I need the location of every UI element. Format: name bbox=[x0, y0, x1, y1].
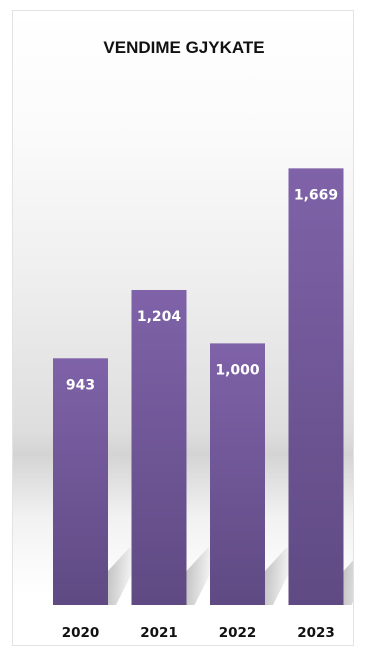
data-label-2023: 1,669 bbox=[294, 187, 338, 203]
bar-shadow bbox=[265, 547, 293, 605]
bar-2020 bbox=[53, 358, 108, 605]
bar-chart: VENDIME GJYKATE 943 1,204 1,000 1,669 2020 2… bbox=[53, 38, 353, 641]
x-tick-label-2020: 2020 bbox=[62, 625, 100, 641]
bar-shadow bbox=[343, 560, 353, 605]
bar-shadow bbox=[186, 547, 215, 605]
x-tick-label-2022: 2022 bbox=[219, 625, 257, 641]
bar-shadow bbox=[108, 547, 136, 605]
x-tick-label-2021: 2021 bbox=[140, 625, 178, 641]
bar-2022 bbox=[210, 343, 265, 605]
bar-2023 bbox=[288, 168, 344, 605]
bar-2021 bbox=[131, 290, 187, 605]
data-label-2021: 1,204 bbox=[137, 309, 182, 325]
chart-title: VENDIME GJYKATE bbox=[103, 38, 264, 57]
data-label-2022: 1,000 bbox=[215, 362, 260, 378]
data-label-2020: 943 bbox=[66, 377, 95, 393]
x-tick-label-2023: 2023 bbox=[297, 625, 335, 641]
chart-panel: VENDIME GJYKATE 943 1,204 1,000 1,669 2020 2… bbox=[12, 10, 354, 646]
